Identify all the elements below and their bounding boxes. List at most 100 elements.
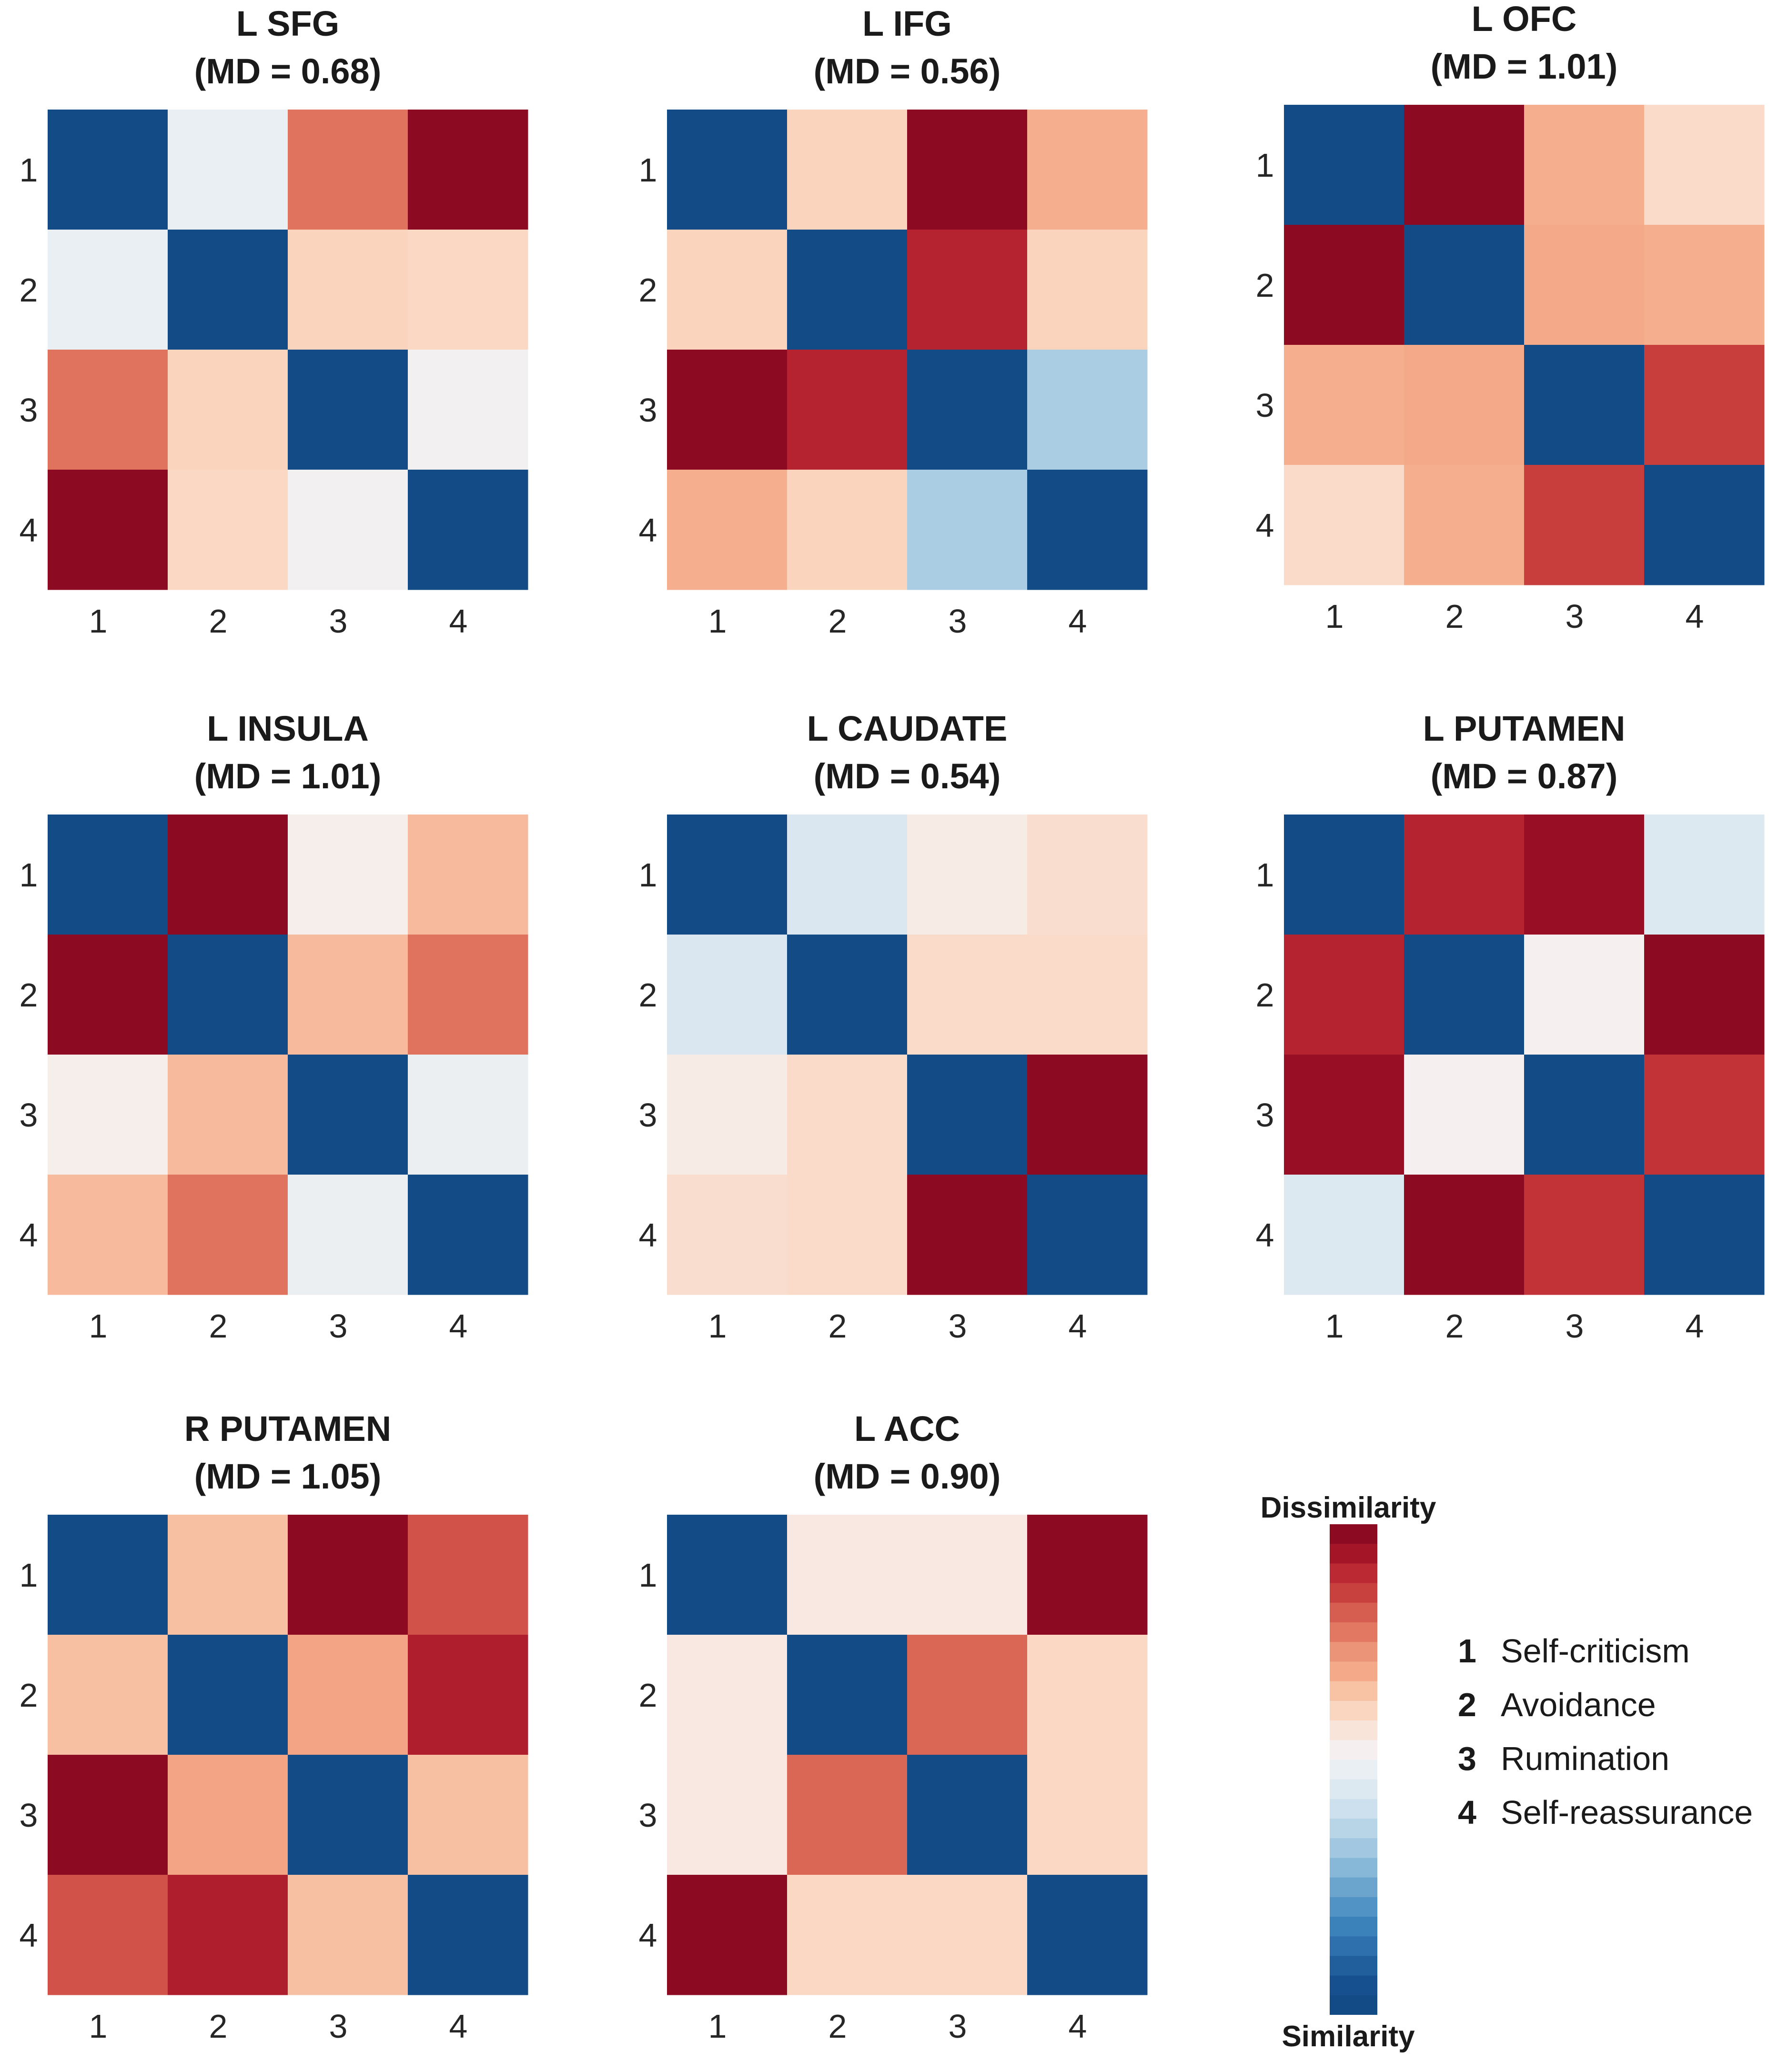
heatmap-cell-r3-c1 xyxy=(48,350,168,470)
panel-md-label: (MD = 0.54) xyxy=(813,756,1001,796)
heatmap-panel: R PUTAMEN (MD = 1.05) 1 2 3 4 1 2 3 4 xyxy=(20,1405,588,2072)
heatmap-cell-r2-c2 xyxy=(787,230,908,350)
panel-title: L INSULA xyxy=(207,709,369,748)
x-tick-label: 1 xyxy=(708,603,727,640)
x-tick-label: 1 xyxy=(708,2008,727,2045)
heatmap-cell-r4-c4 xyxy=(408,470,528,590)
heatmap-cell-r2-c3 xyxy=(1524,935,1645,1055)
panel-title: L PUTAMEN xyxy=(1423,709,1626,748)
x-tick-label: 2 xyxy=(209,1308,228,1345)
heatmap-cell-r1-c1 xyxy=(667,110,788,230)
panel-md-label: (MD = 0.87) xyxy=(1430,756,1618,796)
heatmap-svg: 1 2 3 4 1 2 3 4 xyxy=(20,1515,528,2045)
heatmap-cell-r4-c4 xyxy=(1027,1875,1148,1995)
heatmap-cell-r3-c3 xyxy=(1524,1055,1645,1175)
heatmap-cell-r3-c3 xyxy=(907,1755,1028,1875)
panel-title: L ACC xyxy=(854,1409,960,1448)
colorbar-step xyxy=(1330,1975,1377,1996)
heatmap-panel: L INSULA (MD = 1.01) 1 2 3 4 1 2 3 4 xyxy=(20,705,588,1372)
heatmap-cell-r3-c1 xyxy=(1284,345,1404,465)
x-tick-label: 2 xyxy=(828,603,847,640)
heatmap-cell-r1-c4 xyxy=(1027,1515,1148,1635)
heatmap-cell-r2-c3 xyxy=(288,1635,408,1755)
heatmap-cell-r3-c4 xyxy=(1027,350,1148,470)
colorbar-step xyxy=(1330,1661,1377,1682)
y-tick-label: 1 xyxy=(639,856,657,894)
y-tick-label: 1 xyxy=(639,1557,657,1594)
heatmap-cell-r2-c4 xyxy=(408,230,528,350)
heatmap-cell-r4-c4 xyxy=(1644,1175,1765,1295)
heatmap-svg: 1 2 3 4 1 2 3 4 xyxy=(639,1515,1148,2045)
panel-md-label: (MD = 0.56) xyxy=(813,51,1001,91)
colorbar xyxy=(1330,1524,1377,2015)
heatmap-cell-r3-c3 xyxy=(288,350,408,470)
heatmap-cell-r2-c1 xyxy=(48,230,168,350)
key-number: 1 xyxy=(1458,1632,1476,1670)
panel-md-label: (MD = 1.05) xyxy=(194,1457,382,1496)
heatmap-cell-r3-c1 xyxy=(48,1755,168,1875)
heatmap-cell-r3-c1 xyxy=(667,350,788,470)
heatmap-cell-r2-c2 xyxy=(787,1635,908,1755)
heatmap-cell-r2-c2 xyxy=(1404,225,1525,345)
heatmap-cell-r2-c3 xyxy=(907,935,1028,1055)
x-tick-label: 3 xyxy=(329,1308,348,1345)
x-tick-label: 4 xyxy=(1069,603,1087,640)
x-tick-label: 4 xyxy=(1069,1308,1087,1345)
legend: Dissimilarity Similarity 1 Self-criticism… xyxy=(1248,1453,1772,2053)
heatmap-cell-r4-c1 xyxy=(667,1175,788,1295)
colorbar-step xyxy=(1330,1681,1377,1701)
heatmap-svg: 1 2 3 4 1 2 3 4 xyxy=(20,110,528,640)
colorbar-step xyxy=(1330,1740,1377,1760)
key-label: Avoidance xyxy=(1501,1686,1656,1723)
y-tick-label: 2 xyxy=(639,976,657,1014)
x-tick-label: 2 xyxy=(828,2008,847,2045)
heatmap-cell-r3-c2 xyxy=(787,1055,908,1175)
y-tick-label: 3 xyxy=(20,1096,38,1134)
y-tick-label: 4 xyxy=(1256,507,1274,544)
key-item: 4 Self-reassurance xyxy=(1458,1786,1753,1840)
heatmap-cell-r3-c3 xyxy=(907,1055,1028,1175)
panel-title: R PUTAMEN xyxy=(184,1409,392,1448)
heatmap-cell-r4-c1 xyxy=(667,1875,788,1995)
y-tick-label: 3 xyxy=(20,392,38,429)
heatmap-cell-r1-c4 xyxy=(408,1515,528,1635)
heatmap-cell-r4-c2 xyxy=(787,470,908,590)
colorbar-step xyxy=(1330,1897,1377,1917)
y-tick-label: 2 xyxy=(20,976,38,1014)
heatmap-cell-r4-c3 xyxy=(288,1175,408,1295)
y-tick-label: 2 xyxy=(20,272,38,309)
heatmap-cell-r4-c2 xyxy=(168,1875,288,1995)
colorbar-step xyxy=(1330,1995,1377,2015)
y-tick-label: 4 xyxy=(20,1917,38,1954)
heatmap-cell-r4-c1 xyxy=(48,1175,168,1295)
panel-md-label: (MD = 1.01) xyxy=(194,756,382,796)
heatmap-cell-r4-c2 xyxy=(168,1175,288,1295)
heatmap-cell-r2-c3 xyxy=(288,230,408,350)
x-tick-label: 1 xyxy=(708,1308,727,1345)
panel-title: L OFC xyxy=(1471,0,1577,39)
x-tick-label: 1 xyxy=(1325,598,1344,635)
heatmap-svg: 1 2 3 4 1 2 3 4 xyxy=(1256,815,1765,1345)
colorbar-step xyxy=(1330,1700,1377,1721)
heatmap-cell-r3-c4 xyxy=(408,350,528,470)
x-tick-label: 3 xyxy=(949,1308,967,1345)
heatmap-cell-r3-c4 xyxy=(1644,1055,1765,1175)
heatmap-cell-r2-c2 xyxy=(168,935,288,1055)
y-tick-label: 3 xyxy=(639,1096,657,1134)
y-tick-label: 1 xyxy=(1256,856,1274,894)
heatmap-cell-r3-c2 xyxy=(1404,1055,1525,1175)
heatmap-cell-r2-c1 xyxy=(667,1635,788,1755)
colorbar-step xyxy=(1330,1602,1377,1623)
heatmap-cell-r1-c3 xyxy=(1524,815,1645,935)
heatmap-cell-r1-c2 xyxy=(787,1515,908,1635)
heatmap-cell-r3-c2 xyxy=(168,350,288,470)
y-tick-label: 4 xyxy=(20,1217,38,1254)
heatmap-cell-r2-c1 xyxy=(1284,225,1404,345)
y-tick-label: 3 xyxy=(1256,387,1274,424)
x-tick-label: 1 xyxy=(89,2008,108,2045)
x-tick-label: 3 xyxy=(1566,1308,1584,1345)
heatmap-cell-r4-c2 xyxy=(787,1875,908,1995)
heatmap-cell-r1-c3 xyxy=(907,1515,1028,1635)
heatmap-cell-r4-c2 xyxy=(1404,1175,1525,1295)
heatmap-cell-r2-c3 xyxy=(288,935,408,1055)
